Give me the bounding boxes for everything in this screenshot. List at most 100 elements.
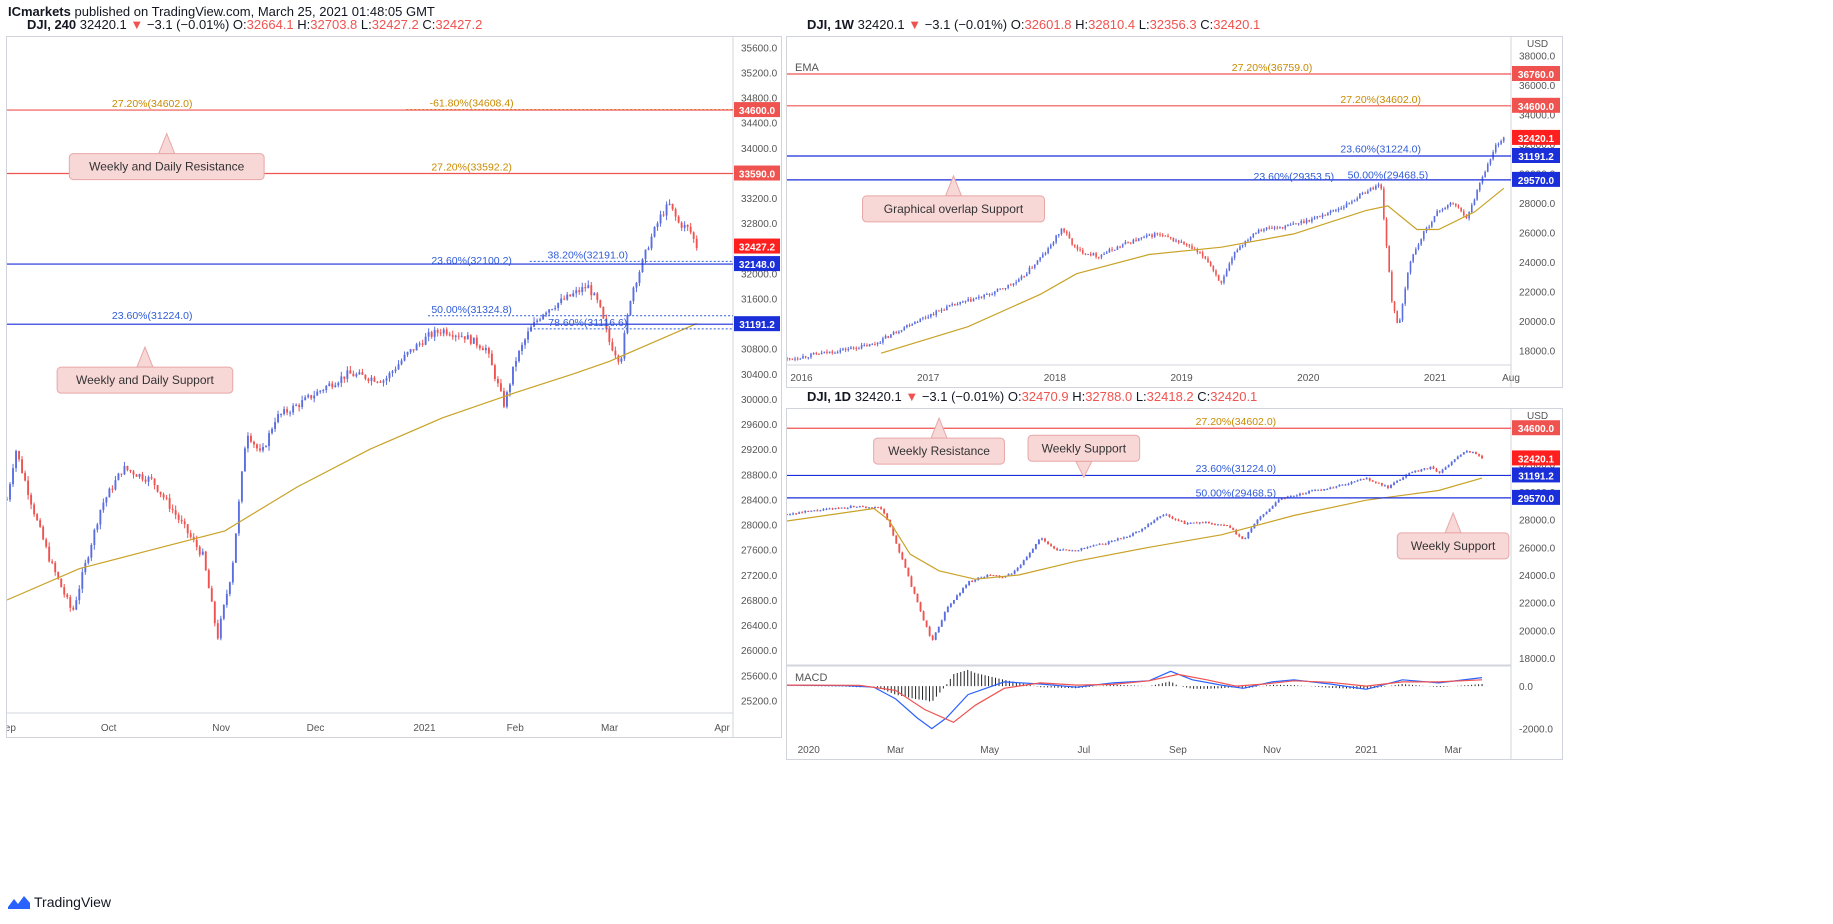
candle-body: [198, 546, 201, 555]
candle-body: [1436, 211, 1438, 217]
macd-tick-label: -2000.0: [1519, 725, 1553, 736]
candle-body: [234, 533, 237, 563]
candle-body: [457, 335, 460, 337]
y-tick-label: 28000.0: [741, 521, 778, 532]
candle-body: [910, 576, 913, 587]
down-arrow-icon: ▼: [130, 17, 144, 32]
annotation-callout: Weekly Resistance: [873, 416, 1005, 465]
candle-body: [901, 552, 904, 560]
y-tick-label: 20000.0: [1519, 626, 1556, 637]
candle-body: [1053, 546, 1056, 549]
fib-level-label: 23.60%(32100.2): [431, 255, 512, 267]
candle-body: [1300, 221, 1303, 224]
candle-body: [1408, 472, 1411, 475]
candle-body: [871, 344, 874, 346]
candle-body: [855, 347, 858, 349]
candle-body: [15, 451, 17, 469]
candle-body: [1401, 303, 1404, 321]
candle-body: [1470, 205, 1473, 213]
y-tick-label: 18000.0: [1519, 654, 1556, 665]
symbol-label: DJI, 240: [27, 17, 77, 32]
x-tick-label: Mar: [1444, 745, 1462, 756]
candle-body: [1468, 450, 1471, 453]
candle-body: [826, 351, 828, 353]
candle-body: [1201, 252, 1204, 257]
candle-body: [1153, 233, 1156, 237]
candle-body: [1141, 528, 1144, 532]
candle-body: [962, 587, 964, 593]
y-tick-label: 26800.0: [741, 596, 778, 607]
candle-body: [1280, 498, 1283, 500]
level-price-label: 34600.0: [1518, 102, 1555, 113]
candle-body: [1065, 231, 1068, 234]
candle-body: [1341, 484, 1344, 486]
candle-body: [1348, 203, 1351, 205]
candle-body: [1177, 240, 1180, 243]
candle-body: [186, 524, 189, 534]
price-chart[interactable]: 32000.030000.028000.026000.024000.022000…: [786, 409, 1562, 759]
candle-body: [1022, 560, 1025, 566]
candle-body: [1010, 284, 1012, 286]
chart-panel-daily[interactable]: DJI, 1D 32420.1 ▼ −3.1 (−0.01%) O:32470.…: [786, 389, 1563, 760]
candle-body: [45, 539, 48, 547]
candle-body: [424, 336, 427, 345]
candle-body: [1462, 452, 1465, 455]
author-name[interactable]: ICmarkets: [8, 4, 71, 19]
candle-body: [919, 318, 922, 322]
candle-body: [1172, 238, 1175, 242]
candle-body: [1441, 209, 1444, 211]
candle-body: [506, 392, 508, 407]
candle-body: [274, 422, 276, 429]
price-chart[interactable]: 35600.035200.034800.034400.034000.033600…: [0, 37, 781, 737]
candle-body: [974, 580, 977, 582]
candle-body: [828, 508, 831, 510]
candle-body: [268, 433, 270, 447]
candle-body: [36, 514, 39, 521]
candle-body: [807, 510, 810, 512]
callout-box: [56, 366, 234, 394]
price-chart[interactable]: 38000.036000.034000.032000.030000.028000…: [786, 37, 1562, 387]
y-tick-label: 34000.0: [741, 144, 778, 155]
candle-body: [1502, 137, 1505, 141]
candle-body: [946, 306, 948, 311]
y-tick-label: 28000.0: [1519, 516, 1556, 527]
level-price-label: 34600.0: [1518, 424, 1555, 435]
callout-text: Weekly and Daily Resistance: [89, 160, 245, 174]
candle-body: [895, 332, 898, 334]
candle-body: [349, 370, 352, 374]
y-tick-label: 34400.0: [741, 119, 778, 130]
candle-body: [1028, 552, 1031, 558]
candle-body: [78, 588, 81, 601]
candle-body: [1111, 249, 1113, 251]
candle-body: [874, 507, 876, 509]
candle-body: [1034, 543, 1037, 549]
candle-body: [1183, 521, 1186, 525]
candle-body: [1289, 224, 1292, 226]
candle-body: [566, 294, 569, 300]
candle-body: [1438, 471, 1441, 473]
candle-body: [924, 317, 927, 319]
candle-body: [406, 352, 409, 355]
candle-body: [1281, 227, 1284, 229]
tradingview-footer[interactable]: TradingView: [8, 894, 111, 910]
candle-body: [1127, 242, 1129, 244]
candle-body: [1238, 534, 1241, 537]
candle-body: [843, 507, 846, 509]
candle-body: [799, 358, 802, 360]
candle-body: [1277, 499, 1280, 503]
candle-body: [647, 248, 650, 250]
candle-body: [1369, 187, 1372, 192]
candle-body: [686, 224, 689, 227]
candle-body: [102, 502, 105, 510]
candle-body: [1313, 217, 1316, 219]
close-value: 32427.2: [435, 17, 483, 32]
current-price-tag: [1512, 129, 1560, 145]
candle-body: [1351, 201, 1353, 204]
candle-body: [802, 356, 804, 359]
candle-body: [813, 510, 816, 512]
chart-panel-weekly[interactable]: DJI, 1W 32420.1 ▼ −3.1 (−0.01%) O:32601.…: [786, 17, 1563, 388]
candle-body: [1089, 546, 1092, 548]
x-tick-label: Nov: [1263, 745, 1281, 756]
chart-panel-4h[interactable]: DJI, 240 32420.1 ▼ −3.1 (−0.01%) O:32664…: [0, 17, 782, 738]
candle-body: [361, 372, 364, 375]
